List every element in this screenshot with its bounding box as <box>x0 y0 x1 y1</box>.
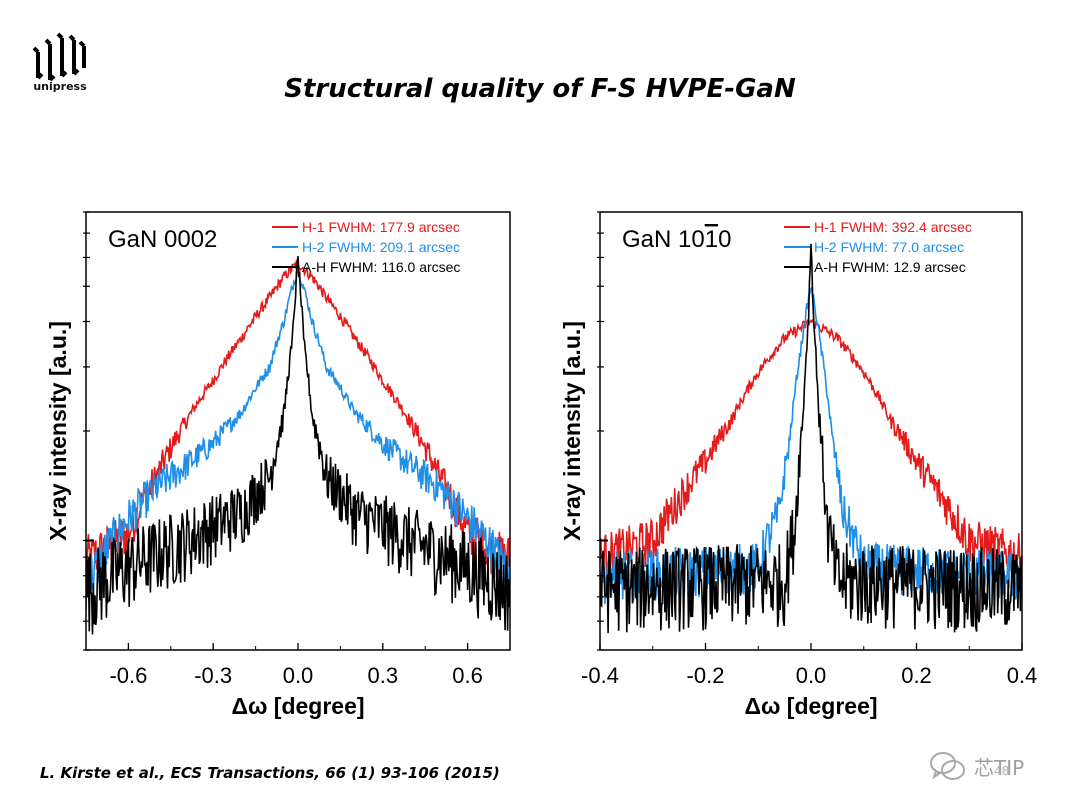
x-tick-label: -0.6 <box>109 663 147 688</box>
x-axis-label: Δω [degree] <box>231 693 364 719</box>
chart-gan-0002: -0.6 -0.3 0.0 0.3 0.6 Δω [degree] X-ray intens… <box>45 211 511 719</box>
x-tick-label: 0.3 <box>368 663 399 688</box>
series-line-h-1 <box>600 318 1022 584</box>
y-axis-label: X-ray intensity [a.u.] <box>45 321 71 541</box>
panel-title-overbar-digit: 1 <box>705 226 718 253</box>
x-tick-label: -0.4 <box>581 663 619 688</box>
panel-title-end: 0 <box>718 226 731 253</box>
logo-text: unipress <box>33 80 87 93</box>
chart-gan-1010: -0.4 -0.2 0.0 0.2 0.4 Δω [degree] X-ray intens… <box>559 211 1038 719</box>
watermark: 芯TIP 48 <box>928 748 1048 788</box>
panel-title: GaN 1010 <box>622 226 731 253</box>
panel-title: GaN 0002 <box>108 226 217 253</box>
legend-label-a-h: A-H FWHM: 116.0 arcsec <box>302 259 460 275</box>
x-tick-label: 0.2 <box>901 663 932 688</box>
legend-label-a-h: A-H FWHM: 12.9 arcsec <box>814 259 966 275</box>
x-tick-label: -0.3 <box>194 663 232 688</box>
citation: L. Kirste et al., ECS Transactions, 66 (… <box>40 764 500 782</box>
legend-label-h-1: H-1 FWHM: 392.4 arcsec <box>814 219 972 235</box>
watermark-text: 芯TIP <box>974 756 1025 780</box>
x-tick-label: 0.0 <box>283 663 314 688</box>
x-tick-label: -0.2 <box>687 663 725 688</box>
legend-label-h-2: H-2 FWHM: 77.0 arcsec <box>814 239 964 255</box>
x-tick-label: 0.4 <box>1007 663 1038 688</box>
slide-title: Structural quality of F-S HVPE-GaN <box>284 74 796 104</box>
x-tick-label: 0.6 <box>452 663 483 688</box>
wechat-icon <box>930 752 965 780</box>
x-tick-label: 0.0 <box>796 663 827 688</box>
legend-label-h-2: H-2 FWHM: 209.1 arcsec <box>302 239 460 255</box>
series-line-a-h <box>600 243 1022 634</box>
series-line-a-h <box>86 256 510 635</box>
unipress-logo <box>32 32 86 82</box>
x-axis-label: Δω [degree] <box>744 693 877 719</box>
page-number: 48 <box>994 764 1010 778</box>
legend-label-h-1: H-1 FWHM: 177.9 arcsec <box>302 219 460 235</box>
y-axis-label: X-ray intensity [a.u.] <box>559 321 585 541</box>
